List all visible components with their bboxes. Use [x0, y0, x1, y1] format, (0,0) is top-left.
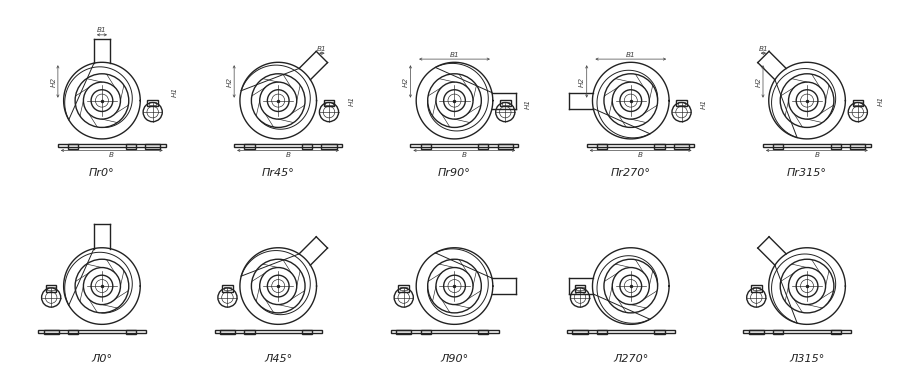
- Text: Пr45°: Пr45°: [262, 168, 294, 179]
- Bar: [500, 100, 510, 106]
- Bar: [222, 285, 233, 292]
- Bar: [58, 144, 166, 147]
- Bar: [420, 330, 431, 334]
- Bar: [597, 144, 608, 149]
- Bar: [220, 330, 235, 334]
- Bar: [420, 144, 431, 149]
- Bar: [214, 330, 322, 333]
- Bar: [654, 144, 664, 149]
- Bar: [676, 100, 687, 106]
- Bar: [674, 144, 689, 149]
- Bar: [302, 330, 312, 334]
- Bar: [478, 330, 489, 334]
- Bar: [68, 330, 78, 334]
- Bar: [149, 102, 157, 105]
- Bar: [752, 287, 760, 290]
- Bar: [773, 330, 783, 334]
- Text: Пr0°: Пr0°: [89, 168, 115, 179]
- Bar: [654, 330, 664, 334]
- Bar: [831, 144, 841, 149]
- Bar: [302, 144, 312, 149]
- Bar: [575, 285, 585, 292]
- Text: B: B: [109, 152, 114, 158]
- Bar: [148, 100, 158, 106]
- Text: H1: H1: [172, 87, 178, 97]
- Text: H2: H2: [580, 77, 585, 86]
- Bar: [245, 330, 255, 334]
- Bar: [38, 330, 146, 333]
- Text: Л0°: Л0°: [92, 354, 112, 364]
- Bar: [321, 144, 337, 149]
- Bar: [68, 144, 78, 149]
- Bar: [399, 285, 409, 292]
- Bar: [498, 144, 513, 149]
- Text: Пr315°: Пr315°: [788, 168, 827, 179]
- Bar: [234, 144, 342, 147]
- Bar: [854, 102, 861, 105]
- Text: Пr270°: Пr270°: [611, 168, 651, 179]
- Bar: [324, 100, 334, 106]
- Text: Л315°: Л315°: [789, 354, 824, 364]
- Bar: [743, 330, 851, 333]
- Text: Л45°: Л45°: [264, 354, 292, 364]
- Text: B1: B1: [317, 45, 327, 52]
- Text: B1: B1: [626, 52, 635, 58]
- Text: H1: H1: [525, 99, 531, 109]
- Bar: [501, 102, 509, 105]
- Bar: [678, 102, 685, 105]
- Bar: [478, 144, 489, 149]
- Bar: [126, 330, 136, 334]
- Bar: [48, 287, 55, 290]
- Bar: [831, 330, 841, 334]
- Text: H2: H2: [227, 77, 232, 86]
- Bar: [587, 144, 695, 147]
- Text: Пr90°: Пr90°: [438, 168, 471, 179]
- Bar: [325, 102, 333, 105]
- Text: H1: H1: [348, 96, 355, 106]
- Text: B: B: [638, 152, 644, 158]
- Text: H2: H2: [50, 77, 57, 86]
- Bar: [763, 144, 871, 147]
- Text: B1: B1: [759, 45, 769, 52]
- Bar: [400, 287, 408, 290]
- Bar: [391, 330, 499, 333]
- Bar: [572, 330, 588, 334]
- Bar: [597, 330, 608, 334]
- Text: B: B: [462, 152, 467, 158]
- Bar: [43, 330, 58, 334]
- Bar: [567, 330, 675, 333]
- Text: B1: B1: [97, 27, 107, 33]
- Bar: [751, 285, 761, 292]
- Text: B: B: [814, 152, 819, 158]
- Bar: [576, 287, 584, 290]
- Bar: [410, 144, 518, 147]
- Bar: [126, 144, 136, 149]
- Bar: [145, 144, 160, 149]
- Text: H2: H2: [403, 77, 409, 86]
- Text: B1: B1: [450, 52, 459, 58]
- Text: H1: H1: [701, 99, 707, 109]
- Bar: [224, 287, 231, 290]
- Bar: [46, 285, 57, 292]
- Text: Л90°: Л90°: [440, 354, 469, 364]
- Text: Л270°: Л270°: [613, 354, 649, 364]
- Bar: [396, 330, 411, 334]
- Text: B: B: [285, 152, 291, 158]
- Bar: [852, 100, 863, 106]
- Bar: [850, 144, 866, 149]
- Bar: [245, 144, 255, 149]
- Bar: [749, 330, 764, 334]
- Text: H1: H1: [878, 96, 884, 106]
- Bar: [773, 144, 783, 149]
- Text: H2: H2: [755, 77, 761, 86]
